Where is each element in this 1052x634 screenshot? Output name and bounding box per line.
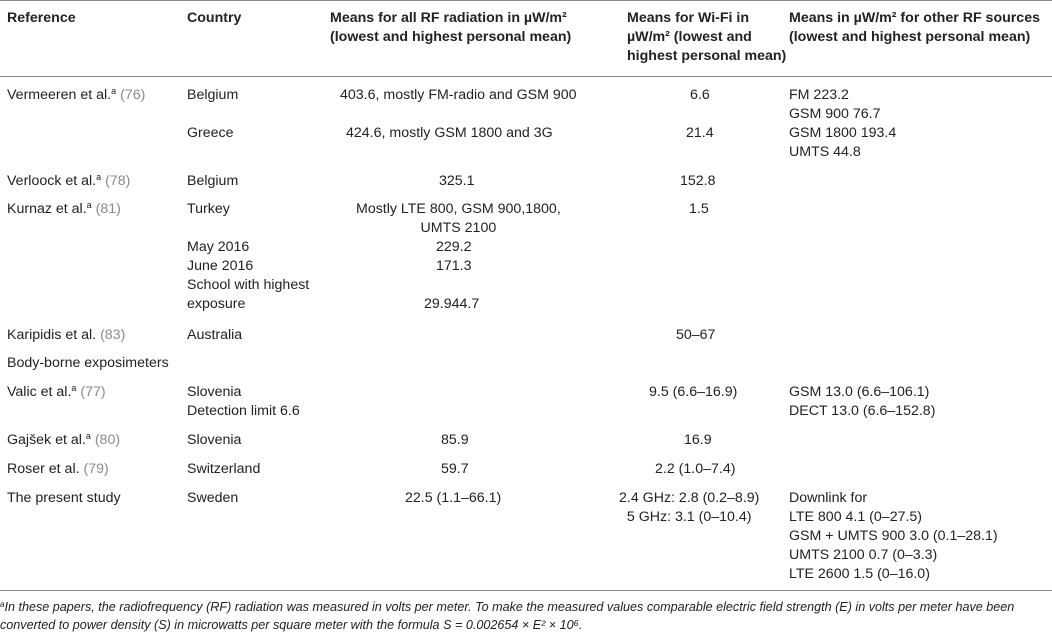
header-other: Means in µW/m² for other RF sources (lowe… bbox=[789, 10, 1040, 45]
sub-label: School with highest exposure bbox=[187, 277, 310, 312]
all-rf-value: 424.6, mostly GSM 1800 and 3G bbox=[346, 125, 553, 141]
header-all-rf: Means for all RF radiation in µW/m² (lowe… bbox=[330, 10, 572, 45]
wifi-value: 9.5 (6.6–16.9) bbox=[649, 384, 738, 400]
sub-value: 29.944.7 bbox=[424, 296, 480, 312]
country-greece: Greece bbox=[187, 125, 234, 141]
table-footnote: aIn these papers, the radiofrequency (RF… bbox=[0, 600, 1015, 632]
section-label: Body-borne exposimeters bbox=[7, 355, 169, 371]
header-wifi: Means for Wi-Fi in µW/m² (lowest and highe… bbox=[627, 10, 787, 64]
wifi-value: 6.6 bbox=[690, 87, 710, 103]
sub-value: 171.3 bbox=[436, 258, 472, 274]
all-rf-value: Mostly LTE 800, GSM 900,1800, UMTS 2100 bbox=[356, 201, 561, 236]
wifi-value: 50–67 bbox=[676, 327, 716, 343]
other-rf-values: FM 223.2 GSM 900 76.7 GSM 1800 193.4 UMTS 4… bbox=[789, 87, 897, 160]
country-value: Slovenia bbox=[187, 432, 242, 448]
sub-label: June 2016 bbox=[187, 258, 254, 274]
ref-present-study: The present study bbox=[7, 490, 121, 506]
country-value: Belgium bbox=[187, 173, 239, 189]
sub-value: 229.2 bbox=[436, 239, 472, 255]
top-rule bbox=[0, 0, 1052, 1]
country-value: Slovenia Detection limit 6.6 bbox=[187, 384, 300, 419]
ref-karipidis: Karipidis et al. (83) bbox=[7, 327, 126, 343]
country-value: Australia bbox=[187, 327, 243, 343]
sub-label: May 2016 bbox=[187, 239, 250, 255]
all-rf-value: 22.5 (1.1–66.1) bbox=[405, 490, 502, 506]
ref-verloock: Verloock et al.a (78) bbox=[7, 172, 131, 190]
all-rf-value: 403.6, mostly FM-radio and GSM 900 bbox=[340, 87, 577, 103]
other-rf-values: GSM 13.0 (6.6–106.1) DECT 13.0 (6.6–152.8… bbox=[789, 384, 936, 419]
country-value: Sweden bbox=[187, 490, 239, 506]
citation-link[interactable]: (77) bbox=[80, 384, 106, 400]
country-value: Turkey bbox=[187, 201, 230, 217]
all-rf-value: 85.9 bbox=[441, 432, 469, 448]
wifi-value: 21.4 bbox=[686, 125, 714, 141]
all-rf-value: 59.7 bbox=[441, 461, 469, 477]
header-rule bbox=[0, 76, 1052, 77]
citation-link[interactable]: (80) bbox=[94, 432, 121, 448]
ref-vermeeren: Vermeeren et al.a (76) bbox=[7, 86, 146, 104]
wifi-value: 2.2 (1.0–7.4) bbox=[655, 461, 736, 477]
country-belgium: Belgium bbox=[187, 87, 239, 103]
ref-roser: Roser et al. (79) bbox=[7, 461, 109, 477]
wifi-value: 2.4 GHz: 2.8 (0.2–8.9) 5 GHz: 3.1 (0–10.4… bbox=[619, 490, 760, 525]
wifi-value: 1.5 bbox=[689, 201, 709, 217]
ref-valic: Valic et al.a (77) bbox=[7, 383, 106, 401]
wifi-value: 16.9 bbox=[684, 432, 712, 448]
ref-gajsek: Gajšek et al.a (80) bbox=[7, 431, 121, 449]
citation-link[interactable]: (78) bbox=[105, 173, 131, 189]
other-rf-values: Downlink for LTE 800 4.1 (0–27.5) GSM + UM… bbox=[789, 490, 998, 582]
header-reference: Reference bbox=[7, 10, 76, 26]
country-value: Switzerland bbox=[187, 461, 261, 477]
header-country: Country bbox=[187, 10, 242, 26]
wifi-value: 152.8 bbox=[680, 173, 716, 189]
citation-link[interactable]: (79) bbox=[83, 461, 109, 477]
citation-link[interactable]: (83) bbox=[100, 327, 126, 343]
citation-link[interactable]: (81) bbox=[95, 201, 121, 217]
citation-link[interactable]: (76) bbox=[120, 87, 146, 103]
all-rf-value: 325.1 bbox=[439, 173, 475, 189]
ref-kurnaz: Kurnaz et al.a (81) bbox=[7, 200, 121, 218]
bottom-rule bbox=[0, 590, 1052, 591]
